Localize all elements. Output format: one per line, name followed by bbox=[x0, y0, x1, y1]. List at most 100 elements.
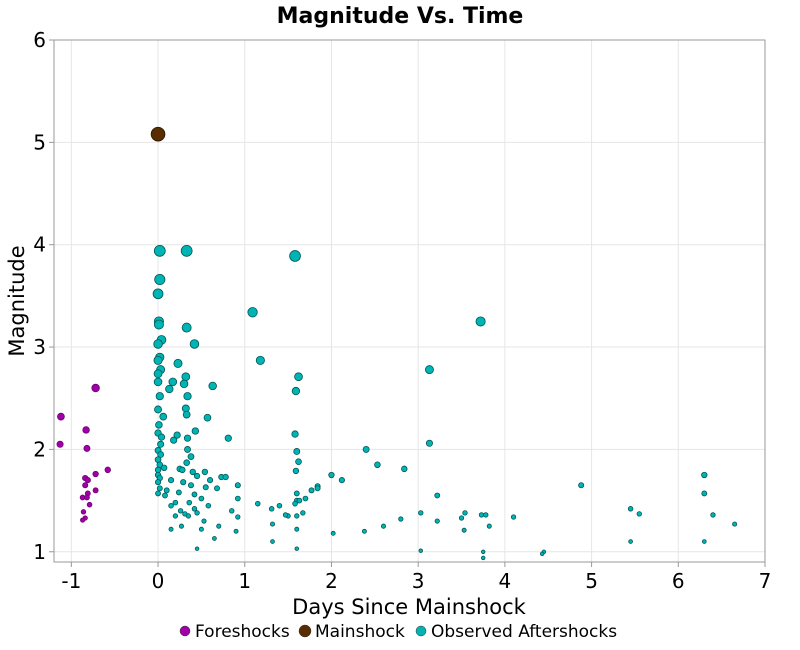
data-point bbox=[189, 339, 200, 349]
x-tick-label: 1 bbox=[238, 569, 251, 593]
data-point bbox=[86, 501, 93, 508]
data-point bbox=[627, 506, 634, 512]
data-point bbox=[157, 440, 165, 448]
data-point bbox=[701, 490, 708, 497]
data-point bbox=[255, 355, 265, 365]
data-point bbox=[458, 515, 465, 521]
y-tick-label: 4 bbox=[33, 233, 46, 257]
data-point bbox=[180, 244, 193, 257]
data-point bbox=[201, 468, 209, 476]
x-axis-label: Days Since Mainshock bbox=[292, 595, 526, 619]
data-point bbox=[163, 487, 170, 494]
data-point bbox=[418, 510, 424, 516]
data-point bbox=[434, 518, 440, 524]
x-tick-label: 0 bbox=[152, 569, 165, 593]
series-foreshocks bbox=[56, 383, 111, 523]
data-point bbox=[302, 495, 309, 502]
data-point bbox=[155, 490, 161, 497]
data-point bbox=[168, 526, 174, 532]
data-point bbox=[418, 548, 423, 553]
data-point bbox=[198, 526, 204, 532]
data-point bbox=[183, 459, 190, 467]
data-point bbox=[198, 495, 205, 502]
plot-frame bbox=[53, 39, 766, 563]
data-point bbox=[153, 377, 163, 387]
data-point bbox=[636, 511, 642, 517]
x-tick-label: 7 bbox=[759, 569, 772, 593]
data-point bbox=[153, 319, 164, 330]
data-point bbox=[168, 502, 174, 509]
data-point bbox=[167, 477, 175, 484]
data-point bbox=[710, 512, 716, 518]
data-point bbox=[296, 497, 303, 504]
y-tick-label: 5 bbox=[33, 130, 46, 154]
x-tick-label: 4 bbox=[499, 569, 512, 593]
grid bbox=[54, 39, 766, 562]
data-point bbox=[182, 410, 191, 419]
data-point bbox=[214, 485, 220, 492]
data-point bbox=[185, 513, 192, 519]
data-point bbox=[289, 250, 301, 262]
data-point bbox=[194, 546, 200, 551]
data-point bbox=[462, 510, 468, 516]
data-point bbox=[481, 549, 486, 554]
data-point bbox=[154, 273, 166, 286]
data-point bbox=[187, 482, 195, 489]
data-points bbox=[56, 126, 738, 561]
series-mainshock bbox=[150, 126, 166, 142]
data-point bbox=[183, 392, 192, 401]
data-point bbox=[83, 444, 91, 452]
data-point bbox=[481, 555, 486, 561]
data-point bbox=[154, 479, 162, 486]
data-point bbox=[179, 466, 186, 474]
y-tick-label: 6 bbox=[33, 28, 46, 52]
y-tick-label: 2 bbox=[33, 437, 46, 461]
data-point bbox=[175, 489, 182, 496]
data-point bbox=[92, 487, 99, 494]
data-point bbox=[202, 484, 209, 491]
data-point bbox=[434, 492, 441, 499]
data-point bbox=[254, 500, 261, 507]
data-point bbox=[181, 322, 192, 333]
data-point bbox=[82, 482, 89, 489]
data-point bbox=[203, 413, 212, 422]
data-point bbox=[222, 473, 229, 481]
data-point bbox=[212, 536, 217, 541]
data-point bbox=[338, 477, 345, 484]
data-point bbox=[187, 453, 195, 460]
data-point bbox=[294, 372, 303, 382]
data-point bbox=[295, 458, 302, 465]
legend-item: Mainshock bbox=[298, 622, 405, 642]
y-tick-label: 3 bbox=[33, 335, 46, 359]
data-point bbox=[483, 512, 489, 518]
data-point bbox=[56, 440, 64, 448]
data-point bbox=[201, 518, 207, 524]
data-point bbox=[732, 521, 738, 527]
data-point bbox=[362, 445, 370, 453]
chart-title: Magnitude Vs. Time bbox=[277, 4, 524, 29]
data-point bbox=[216, 523, 222, 529]
data-point bbox=[361, 528, 367, 534]
data-point bbox=[539, 551, 545, 557]
data-point bbox=[291, 386, 301, 396]
data-point bbox=[578, 482, 585, 489]
data-point bbox=[84, 494, 90, 501]
data-point bbox=[152, 288, 164, 300]
data-point bbox=[701, 471, 708, 479]
data-point bbox=[153, 355, 163, 365]
data-point bbox=[293, 448, 301, 455]
data-point bbox=[628, 539, 633, 544]
data-point bbox=[292, 500, 298, 507]
data-point bbox=[292, 467, 300, 475]
legend: Foreshocks Mainshock Observed Aftershocks bbox=[179, 622, 617, 642]
data-point bbox=[180, 479, 187, 486]
data-point bbox=[425, 365, 434, 375]
data-point bbox=[224, 434, 232, 442]
data-point bbox=[170, 436, 178, 444]
x-tick-label: 5 bbox=[585, 569, 598, 593]
data-point bbox=[291, 430, 299, 438]
data-point bbox=[181, 372, 191, 382]
data-point bbox=[510, 514, 517, 520]
data-point bbox=[150, 126, 166, 142]
